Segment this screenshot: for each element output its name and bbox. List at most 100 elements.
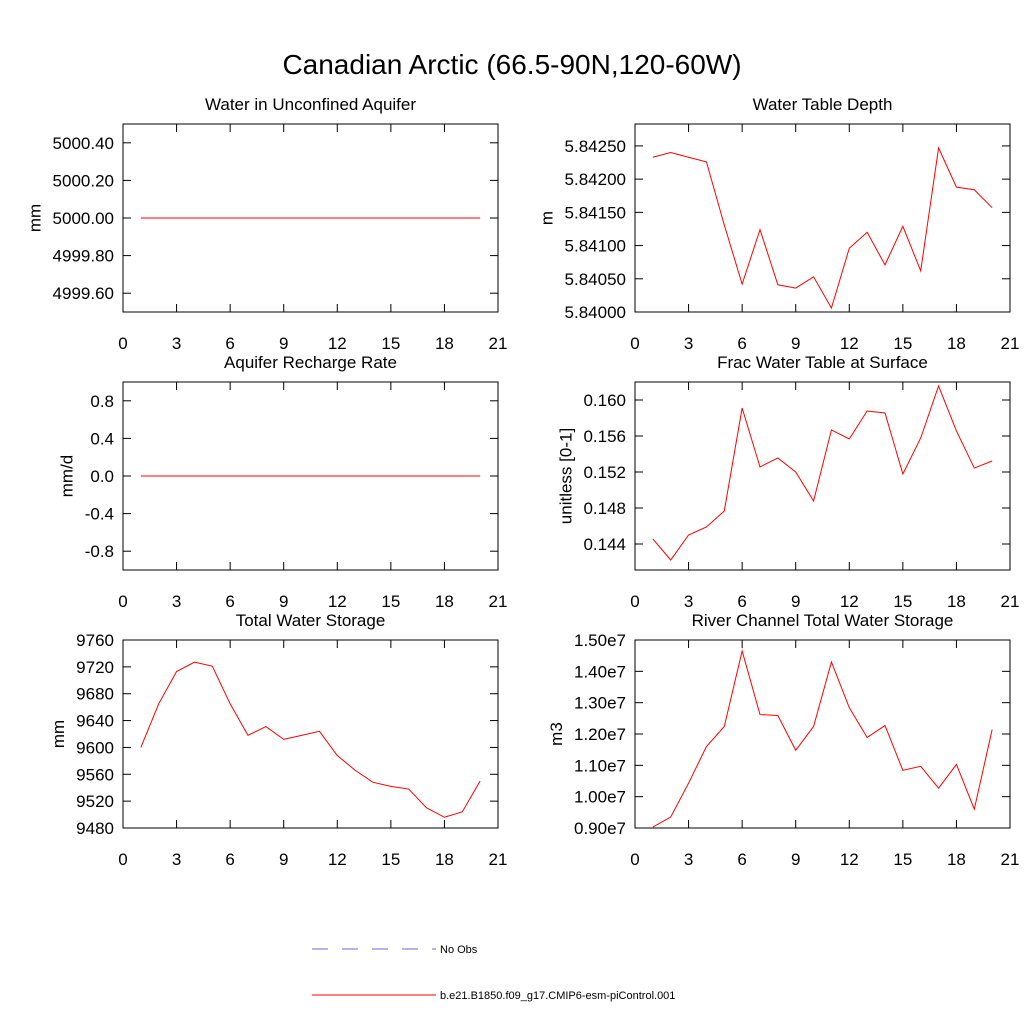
x-tick-label: 9 [279, 592, 288, 611]
x-tick-label: 9 [279, 334, 288, 353]
data-line [140, 661, 481, 818]
panel-title: Frac Water Table at Surface [717, 353, 928, 372]
x-tick-label: 9 [791, 334, 800, 353]
x-tick-label: 21 [1001, 592, 1020, 611]
y-tick-label: 5.84250 [565, 137, 626, 156]
y-tick-label: 4999.80 [53, 247, 114, 266]
x-tick-label: 6 [737, 592, 746, 611]
y-tick-label: 9520 [76, 792, 114, 811]
y-tick-label: 5.84200 [565, 170, 626, 189]
y-axis-label: mm/d [58, 455, 77, 498]
y-tick-label: 5000.00 [53, 209, 114, 228]
x-tick-label: 18 [435, 850, 454, 869]
y-axis-label: mm [26, 204, 45, 232]
y-tick-label: 0.0 [90, 467, 114, 486]
y-tick-label: 5.84150 [565, 203, 626, 222]
y-tick-label: 4999.60 [53, 284, 114, 303]
y-tick-label: 1.00e7 [574, 788, 626, 807]
legend-text: No Obs [440, 944, 478, 956]
y-tick-label: 5.84100 [565, 237, 626, 256]
y-tick-label: 5000.40 [53, 134, 114, 153]
x-tick-label: 21 [489, 850, 508, 869]
x-tick-label: 6 [225, 592, 234, 611]
panel-title: Water Table Depth [753, 95, 893, 114]
x-tick-label: 6 [225, 850, 234, 869]
x-tick-label: 0 [630, 334, 639, 353]
y-tick-label: 1.20e7 [574, 725, 626, 744]
y-tick-label: 0.160 [583, 391, 626, 410]
x-tick-label: 15 [893, 592, 912, 611]
x-tick-label: 15 [381, 592, 400, 611]
x-tick-label: 18 [947, 850, 966, 869]
x-tick-label: 9 [279, 850, 288, 869]
x-tick-label: 9 [791, 592, 800, 611]
y-tick-label: 0.144 [583, 535, 626, 554]
x-tick-label: 15 [893, 850, 912, 869]
legend-text: b.e21.B1850.f09_g17.CMIP6-esm-piControl.… [440, 990, 675, 1002]
x-tick-label: 3 [684, 850, 693, 869]
y-tick-label: 0.4 [90, 429, 114, 448]
data-line [652, 146, 993, 310]
y-axis-label: mm [49, 720, 68, 748]
data-line [652, 648, 993, 828]
y-tick-label: 1.10e7 [574, 756, 626, 775]
x-tick-label: 21 [1001, 850, 1020, 869]
x-tick-label: 12 [840, 592, 859, 611]
y-tick-label: 0.152 [583, 463, 626, 482]
y-tick-label: 9480 [76, 819, 114, 838]
y-tick-label: 1.50e7 [574, 631, 626, 650]
y-tick-label: 0.8 [90, 392, 114, 411]
y-tick-label: 9680 [76, 685, 114, 704]
x-tick-label: 18 [947, 592, 966, 611]
y-tick-label: 5.84000 [565, 303, 626, 322]
y-tick-label: 9720 [76, 658, 114, 677]
x-tick-label: 3 [684, 592, 693, 611]
y-tick-label: 0.156 [583, 427, 626, 446]
figure-title: Canadian Arctic (66.5-90N,120-60W) [282, 49, 741, 80]
x-tick-label: 15 [893, 334, 912, 353]
x-tick-label: 6 [737, 334, 746, 353]
x-tick-label: 12 [840, 334, 859, 353]
x-tick-label: 15 [381, 850, 400, 869]
y-tick-label: 9560 [76, 765, 114, 784]
y-axis-label: m3 [547, 722, 566, 746]
y-tick-label: 1.30e7 [574, 694, 626, 713]
x-tick-label: 21 [489, 592, 508, 611]
x-tick-label: 18 [947, 334, 966, 353]
plot-frame [122, 639, 499, 829]
x-tick-label: 0 [118, 334, 127, 353]
data-line [652, 384, 993, 561]
x-tick-label: 3 [172, 592, 181, 611]
panel-title: Total Water Storage [236, 611, 386, 630]
x-tick-label: 12 [328, 850, 347, 869]
y-tick-label: -0.4 [85, 505, 114, 524]
panel-title: River Channel Total Water Storage [692, 611, 954, 630]
y-tick-label: 5.84050 [565, 270, 626, 289]
x-tick-label: 12 [328, 334, 347, 353]
x-tick-label: 6 [225, 334, 234, 353]
x-tick-label: 9 [791, 850, 800, 869]
x-tick-label: 18 [435, 592, 454, 611]
y-tick-label: 9640 [76, 712, 114, 731]
y-tick-label: -0.8 [85, 542, 114, 561]
plot-frame [634, 381, 1011, 571]
y-tick-label: 5000.20 [53, 171, 114, 190]
x-tick-label: 15 [381, 334, 400, 353]
x-tick-label: 18 [435, 334, 454, 353]
plot-frame [634, 639, 1011, 829]
y-axis-label: m [538, 211, 557, 225]
x-tick-label: 3 [172, 850, 181, 869]
x-tick-label: 3 [172, 334, 181, 353]
x-tick-label: 3 [684, 334, 693, 353]
x-tick-label: 0 [118, 850, 127, 869]
x-tick-label: 21 [1001, 334, 1020, 353]
y-axis-label: unitless [0-1] [556, 428, 575, 524]
panel-title: Aquifer Recharge Rate [224, 353, 397, 372]
y-tick-label: 0.90e7 [574, 819, 626, 838]
panel-title: Water in Unconfined Aquifer [205, 95, 416, 114]
x-tick-label: 6 [737, 850, 746, 869]
y-tick-label: 9760 [76, 631, 114, 650]
y-tick-label: 1.40e7 [574, 662, 626, 681]
x-tick-label: 12 [840, 850, 859, 869]
